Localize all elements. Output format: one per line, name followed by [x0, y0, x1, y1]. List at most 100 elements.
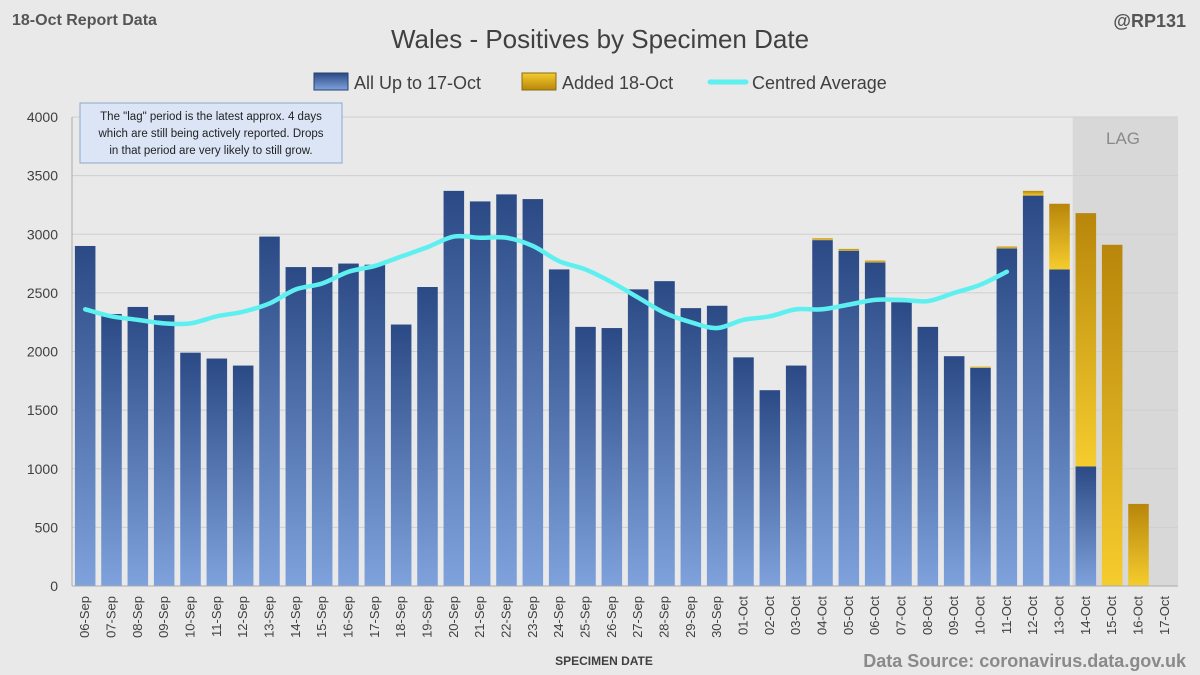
- y-tick-label: 2500: [27, 285, 58, 301]
- legend: All Up to 17-Oct Added 18-Oct Centred Av…: [313, 72, 887, 93]
- bar-all-up-to-17-oct: [733, 357, 754, 586]
- note-line-2: which are still being actively reported.…: [98, 128, 324, 140]
- bar-added-18-oct: [838, 248, 860, 251]
- x-tick-label: 20-Sep: [446, 596, 461, 638]
- bar-all-up-to-17-oct: [838, 250, 860, 587]
- x-tick-label: 16-Oct: [1131, 596, 1146, 635]
- bar-added-18-oct: [1022, 190, 1044, 196]
- bar-all-up-to-17-oct: [153, 315, 175, 586]
- chart-title: Wales - Positives by Specimen Date: [391, 24, 809, 54]
- legend-swatch-added: [521, 72, 557, 91]
- x-tick-label: 13-Oct: [1052, 596, 1067, 635]
- x-tick-label: 15-Sep: [314, 596, 329, 638]
- x-tick-label: 02-Oct: [762, 596, 777, 635]
- x-tick-label: 22-Sep: [499, 596, 514, 638]
- note-box: The "lag" period is the latest approx. 4…: [79, 102, 343, 164]
- bar-added-18-oct: [864, 260, 886, 263]
- x-tick-label: 30-Sep: [709, 596, 724, 638]
- bar-all-up-to-17-oct: [74, 245, 96, 586]
- bar-all-up-to-17-oct: [575, 326, 596, 586]
- bar-all-up-to-17-oct: [706, 305, 728, 586]
- x-tick-label: 05-Oct: [841, 596, 856, 635]
- x-tick-label: 16-Sep: [341, 596, 356, 638]
- legend-label-added: Added 18-Oct: [562, 73, 673, 93]
- x-tick-label: 07-Oct: [894, 596, 909, 635]
- x-tick-label: 10-Oct: [973, 596, 988, 635]
- bar-all-up-to-17-oct: [232, 365, 254, 586]
- x-tick-label: 10-Sep: [183, 596, 198, 638]
- bar-all-up-to-17-oct: [943, 356, 965, 586]
- x-tick-label: 08-Oct: [920, 596, 935, 635]
- lag-label: LAG: [1106, 129, 1140, 148]
- bar-all-up-to-17-oct: [417, 287, 438, 586]
- y-tick-label: 2000: [27, 344, 58, 360]
- bar-all-up-to-17-oct: [206, 358, 228, 586]
- x-tick-label: 14-Sep: [288, 596, 303, 638]
- bar-all-up-to-17-oct: [812, 240, 833, 587]
- x-tick-label: 09-Sep: [156, 596, 171, 638]
- x-tick-label: 17-Sep: [367, 596, 382, 638]
- x-tick-label: 29-Sep: [683, 596, 698, 638]
- x-tick-label: 24-Sep: [551, 596, 566, 638]
- x-tick-label: 11-Sep: [209, 596, 224, 637]
- note-line-3: in that period are very likely to still …: [109, 145, 312, 157]
- y-tick-label: 3000: [27, 226, 58, 242]
- bar-all-up-to-17-oct: [180, 352, 201, 586]
- x-tick-label: 15-Oct: [1104, 596, 1119, 635]
- bar-all-up-to-17-oct: [1075, 466, 1097, 586]
- y-tick-label: 1000: [27, 461, 58, 477]
- bar-all-up-to-17-oct: [891, 302, 912, 586]
- legend-label-average: Centred Average: [752, 73, 887, 93]
- x-tick-label: 27-Sep: [630, 596, 645, 638]
- x-tick-label: 12-Sep: [235, 596, 250, 638]
- bar-added-18-oct: [970, 366, 991, 368]
- bar-all-up-to-17-oct: [759, 390, 781, 586]
- bar-added-18-oct: [996, 246, 1018, 249]
- x-tick-label: 11-Oct: [999, 596, 1014, 634]
- bar-all-up-to-17-oct: [548, 269, 570, 586]
- bar-all-up-to-17-oct: [785, 365, 807, 586]
- y-tick-label: 3500: [27, 168, 58, 184]
- bar-all-up-to-17-oct: [601, 328, 623, 586]
- x-tick-label: 14-Oct: [1078, 596, 1093, 635]
- bar-all-up-to-17-oct: [469, 201, 491, 587]
- x-tick-label: 25-Sep: [578, 596, 593, 638]
- x-axis-title: SPECIMEN DATE: [555, 654, 653, 668]
- x-tick-label: 12-Oct: [1025, 596, 1040, 635]
- bar-added-18-oct: [1049, 203, 1070, 270]
- x-tick-label: 13-Sep: [262, 596, 277, 638]
- x-tick-label: 26-Sep: [604, 596, 619, 638]
- bar-all-up-to-17-oct: [496, 194, 517, 586]
- bar-all-up-to-17-oct: [101, 313, 122, 586]
- bar-added-18-oct: [1101, 244, 1123, 587]
- x-tick-label: 06-Sep: [77, 596, 92, 638]
- x-tick-label: 18-Sep: [393, 596, 408, 638]
- source-label: Data Source: coronavirus.data.gov.uk: [863, 651, 1187, 671]
- handle-label: @RP131: [1113, 11, 1186, 31]
- x-tick-label: 04-Oct: [815, 596, 830, 635]
- y-tick-label: 1500: [27, 402, 58, 418]
- x-tick-label: 08-Sep: [130, 596, 145, 638]
- bar-all-up-to-17-oct: [917, 326, 939, 586]
- x-tick-label: 17-Oct: [1157, 596, 1172, 635]
- bar-all-up-to-17-oct: [259, 236, 280, 586]
- y-tick-label: 500: [35, 519, 59, 535]
- bar-all-up-to-17-oct: [127, 306, 149, 586]
- bar-all-up-to-17-oct: [1022, 195, 1044, 586]
- bar-all-up-to-17-oct: [522, 199, 544, 586]
- y-tick-label: 4000: [27, 109, 58, 125]
- x-tick-label: 09-Oct: [946, 596, 961, 635]
- legend-label-all: All Up to 17-Oct: [354, 73, 481, 93]
- y-tick-label: 0: [50, 578, 58, 594]
- bar-added-18-oct: [1128, 503, 1149, 586]
- bar-all-up-to-17-oct: [970, 367, 991, 586]
- bar-added-18-oct: [1075, 213, 1097, 467]
- bar-all-up-to-17-oct: [627, 289, 649, 586]
- bar-all-up-to-17-oct: [338, 263, 359, 586]
- x-tick-label: 01-Oct: [736, 596, 751, 635]
- bar-added-18-oct: [812, 238, 833, 241]
- legend-swatch-all: [313, 72, 349, 91]
- bar-all-up-to-17-oct: [364, 264, 386, 586]
- x-tick-label: 07-Sep: [104, 596, 119, 638]
